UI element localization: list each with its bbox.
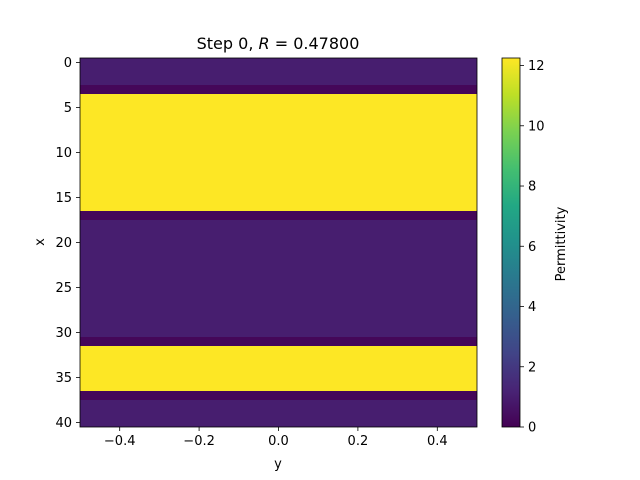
x-tick-label: 0.4 bbox=[427, 434, 448, 449]
heatmap-band bbox=[80, 337, 477, 346]
chart-title-value: = 0.47800 bbox=[270, 34, 360, 53]
heatmap-band bbox=[80, 85, 477, 94]
colorbar-tick-label: 6 bbox=[528, 240, 536, 255]
y-tick-label: 20 bbox=[55, 236, 72, 251]
y-tick-label: 15 bbox=[55, 191, 72, 206]
x-axis-label: y bbox=[274, 457, 282, 472]
y-tick-label: 30 bbox=[55, 326, 72, 341]
chart-title-prefix: Step 0, bbox=[197, 34, 259, 53]
y-axis-label: x bbox=[33, 238, 48, 246]
y-tick-label: 35 bbox=[55, 371, 72, 386]
heatmap-band bbox=[80, 211, 477, 220]
colorbar bbox=[501, 57, 521, 428]
x-tick-label: 0.2 bbox=[348, 434, 369, 449]
heatmap-band bbox=[80, 391, 477, 400]
x-tick-label: −0.2 bbox=[183, 434, 215, 449]
y-tick-label: 40 bbox=[55, 416, 72, 431]
colorbar-tick-label: 10 bbox=[528, 119, 545, 134]
chart-title-variable: R bbox=[259, 34, 270, 53]
colorbar-label: Permittivity bbox=[554, 206, 569, 281]
colorbar-ticks: 0 2 4 6 8 10 12 bbox=[520, 59, 545, 436]
colorbar-tick-label: 2 bbox=[528, 360, 536, 375]
colorbar-tick-label: 0 bbox=[528, 421, 536, 436]
x-tick-label: 0.0 bbox=[268, 434, 289, 449]
y-tick-label: 0 bbox=[64, 56, 72, 71]
heatmap-band bbox=[80, 346, 477, 391]
colorbar-tick-label: 8 bbox=[528, 180, 536, 195]
heatmap-band bbox=[80, 400, 477, 427]
x-axis-ticks: −0.4 −0.2 0.0 0.2 0.4 bbox=[104, 427, 448, 449]
y-tick-label: 10 bbox=[55, 146, 72, 161]
colorbar-tick-label: 12 bbox=[528, 59, 545, 74]
heatmap-band bbox=[80, 220, 477, 337]
colorbar-tick-label: 4 bbox=[528, 300, 536, 315]
chart-title: Step 0, R = 0.47800 bbox=[197, 34, 360, 53]
heatmap-band bbox=[80, 58, 477, 85]
x-tick-label: −0.4 bbox=[104, 434, 136, 449]
heatmap-band bbox=[80, 94, 477, 211]
y-tick-label: 5 bbox=[64, 101, 72, 116]
y-axis-ticks: 0 5 10 15 20 25 30 35 40 bbox=[55, 56, 80, 431]
y-tick-label: 25 bbox=[55, 281, 72, 296]
heatmap-cells bbox=[80, 58, 477, 427]
